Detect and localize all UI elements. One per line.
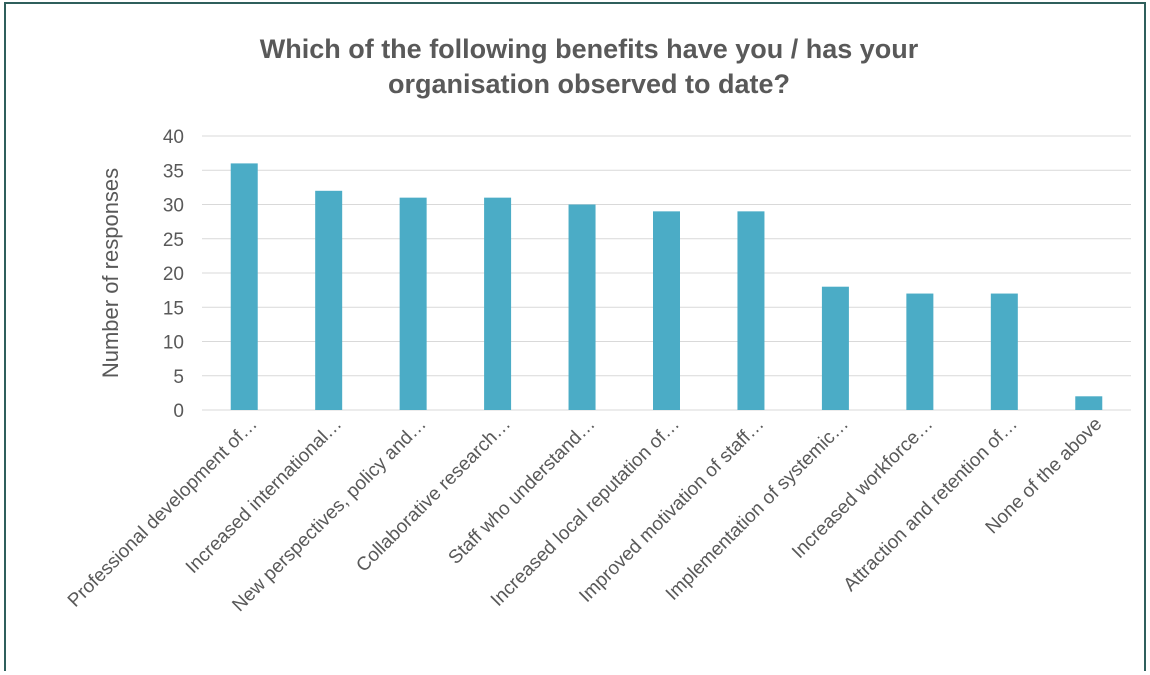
y-tick-label: 35 — [163, 161, 184, 182]
bars — [230, 163, 1103, 410]
x-category-label: Implementation of systemic… — [662, 414, 853, 605]
chart-title: Which of the following benefits have you… — [6, 32, 1150, 102]
bar — [399, 197, 427, 410]
y-tick-label: 15 — [163, 298, 184, 319]
x-category-label: Staff who understand… — [445, 414, 600, 569]
x-category-label: Increased workforce… — [788, 414, 937, 563]
bar — [230, 163, 258, 410]
bar — [906, 293, 934, 410]
y-tick-label: 0 — [173, 401, 184, 422]
y-axis-title: Number of responses — [98, 168, 123, 378]
bar — [484, 197, 512, 410]
x-category-label: Collaborative research… — [352, 414, 515, 577]
bar — [821, 286, 849, 410]
bar — [568, 204, 596, 410]
x-category-label: Increased international… — [182, 414, 346, 578]
y-tick-label: 40 — [163, 127, 184, 148]
bar — [990, 293, 1018, 410]
bar — [653, 211, 680, 410]
y-tick-label: 10 — [163, 333, 184, 354]
y-axis-ticks: 0 5 10 15 20 25 30 35 40 — [163, 127, 184, 422]
x-axis-categories: Professional development of…Increased in… — [64, 414, 1106, 616]
chart-title-line-2: organisation observed to date? — [387, 69, 791, 99]
y-tick-label: 30 — [163, 196, 184, 217]
y-tick-label: 20 — [163, 264, 184, 285]
x-category-label: Improved motivation of staff… — [575, 414, 768, 607]
bar — [737, 211, 765, 410]
y-tick-label: 25 — [163, 230, 184, 251]
y-tick-label: 5 — [173, 367, 184, 388]
bar — [315, 190, 343, 410]
bar — [1075, 396, 1103, 410]
chart-title-line-1: Which of the following benefits have you… — [259, 34, 919, 64]
x-category-label: Attraction and retention of… — [840, 414, 1022, 596]
